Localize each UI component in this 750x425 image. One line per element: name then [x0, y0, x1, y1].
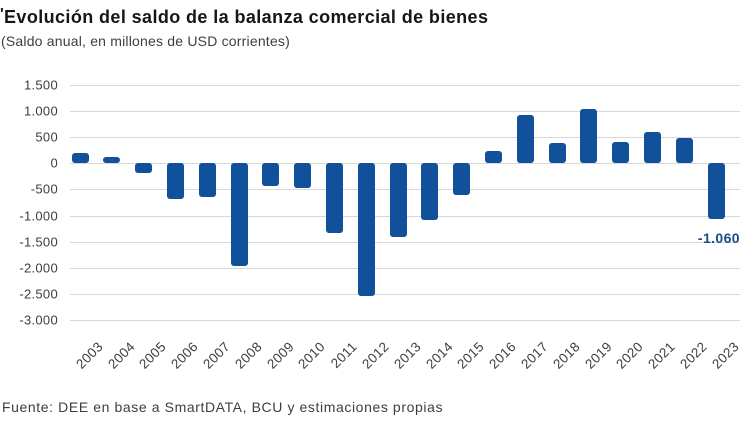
bar-2010	[294, 163, 312, 188]
data-label-2023: -1.060	[697, 229, 740, 246]
bar-2020	[612, 141, 630, 164]
x-label-2019: 2019	[581, 339, 615, 372]
y-tick-1.000: 1.000	[23, 103, 58, 119]
gridline	[70, 137, 740, 139]
x-label-2017: 2017	[518, 339, 551, 372]
x-label-2020: 2020	[613, 339, 647, 372]
gridline	[70, 293, 740, 295]
chart-title: Evolución del saldo de la balanza comerc…	[4, 7, 489, 27]
bar-2005	[135, 163, 153, 174]
stray-crop-mark: '	[0, 6, 4, 23]
bar-2015	[453, 163, 471, 196]
x-label-2016: 2016	[486, 339, 520, 372]
x-label-2005: 2005	[136, 339, 170, 372]
x-label-2010: 2010	[295, 339, 329, 372]
bar-2023	[707, 163, 725, 219]
bar-2009	[262, 163, 280, 186]
x-label-2018: 2018	[549, 339, 583, 372]
x-label-2008: 2008	[231, 339, 265, 372]
bar-2022	[675, 138, 693, 164]
bar-2017	[516, 115, 534, 164]
y-tick-500: 500	[35, 129, 58, 145]
bar-2003	[71, 153, 89, 164]
bar-2011	[325, 163, 343, 234]
bar-2008	[230, 163, 248, 267]
x-label-2015: 2015	[454, 339, 488, 372]
x-label-2022: 2022	[677, 339, 710, 372]
chart-subtitle: (Saldo anual, en millones de USD corrien…	[1, 33, 290, 49]
bar-2006	[166, 163, 184, 199]
gridline	[70, 267, 740, 269]
y-tick--500: -500	[30, 181, 58, 197]
bar-2012	[357, 163, 375, 297]
x-label-2007: 2007	[200, 339, 233, 372]
x-label-2004: 2004	[104, 339, 138, 372]
y-tick--1.000: -1.000	[19, 208, 58, 224]
x-label-2009: 2009	[263, 339, 297, 372]
bar-2018	[548, 143, 566, 164]
y-tick--3.000: -3.000	[19, 312, 58, 328]
x-label-2023: 2023	[708, 339, 742, 372]
x-label-2021: 2021	[645, 339, 679, 372]
bar-2007	[198, 163, 216, 198]
gridline	[70, 241, 740, 243]
bar-2021	[643, 132, 661, 164]
y-tick--1.500: -1.500	[19, 234, 58, 250]
x-label-2013: 2013	[390, 339, 424, 372]
source-note: Fuente: DEE en base a SmartDATA, BCU y e…	[2, 399, 444, 415]
x-label-2006: 2006	[168, 339, 202, 372]
bar-2004	[103, 157, 121, 164]
y-tick-1.500: 1.500	[23, 77, 58, 93]
x-label-2014: 2014	[422, 339, 456, 372]
x-label-2003: 2003	[72, 339, 106, 372]
x-label-2012: 2012	[359, 339, 392, 372]
x-label-2011: 2011	[328, 339, 361, 371]
bar-2019	[580, 108, 598, 164]
plot-area	[70, 85, 740, 321]
gridline	[70, 85, 740, 86]
y-tick--2.500: -2.500	[19, 286, 58, 302]
bar-2013	[389, 163, 407, 238]
y-tick--2.000: -2.000	[19, 260, 58, 276]
y-tick-0: 0	[50, 155, 58, 171]
bar-2016	[484, 150, 502, 164]
gridline	[70, 320, 740, 321]
bar-2014	[421, 163, 439, 220]
gridline	[70, 111, 740, 113]
